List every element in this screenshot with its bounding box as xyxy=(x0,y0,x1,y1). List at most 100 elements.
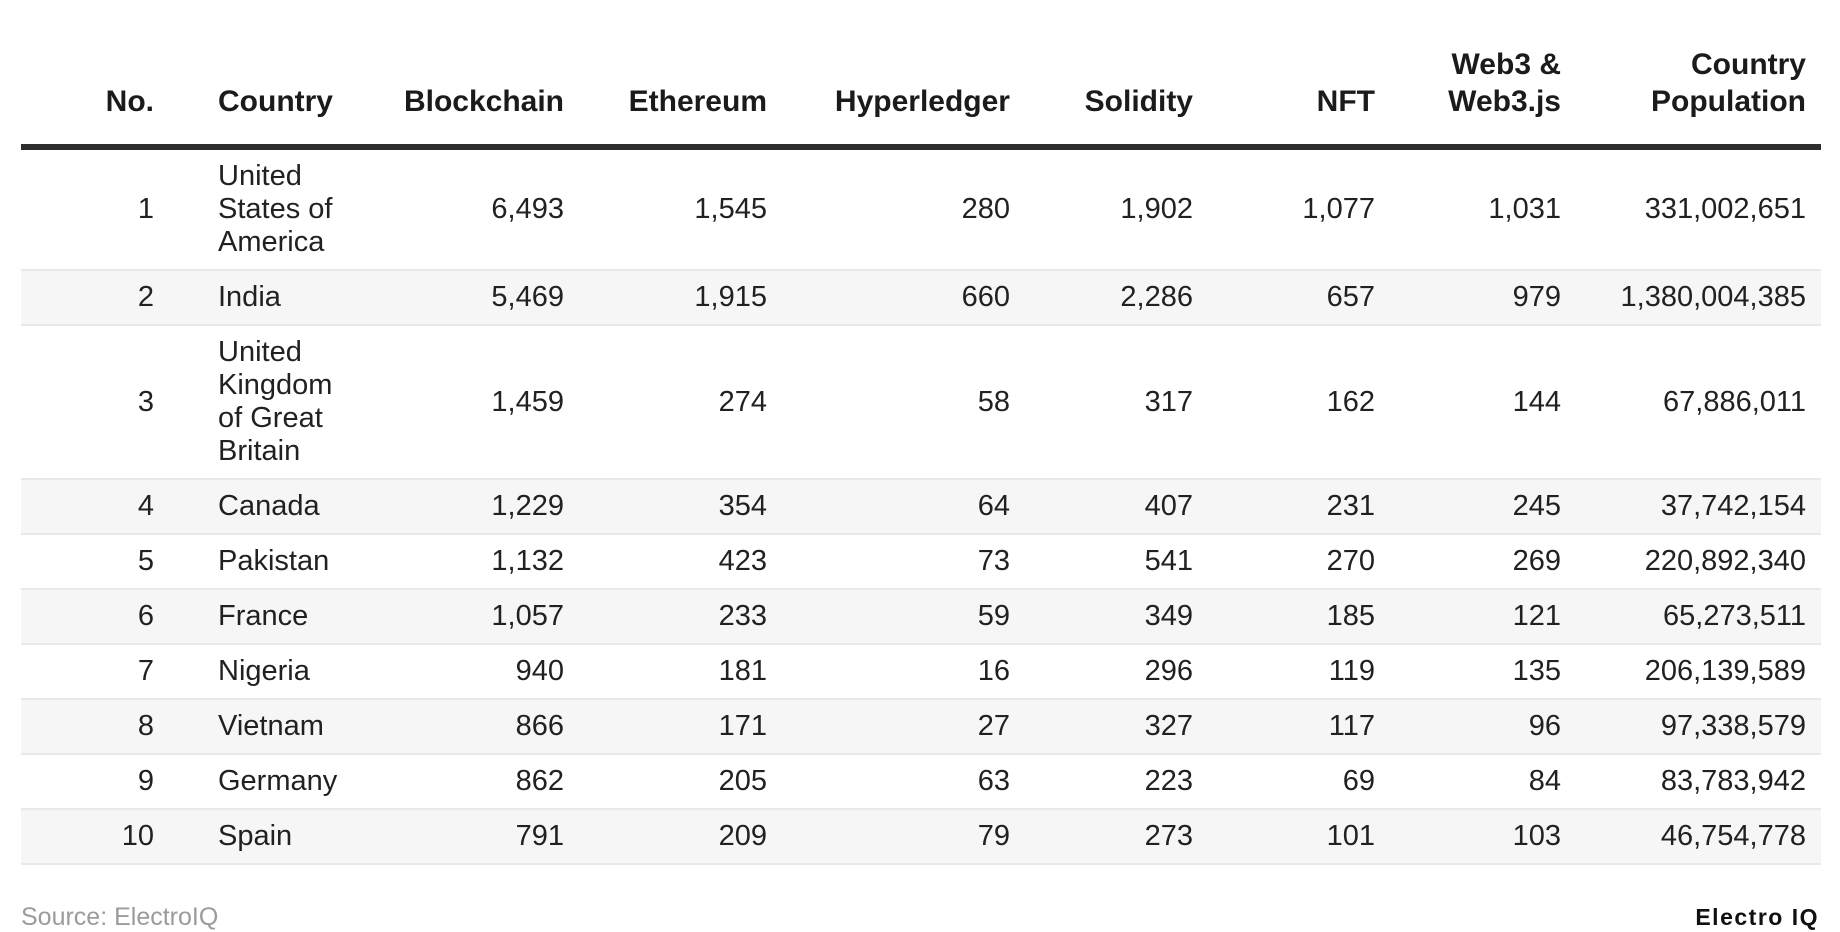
country-name: India xyxy=(218,281,281,313)
column-header-population: Country Population xyxy=(1561,2,1821,150)
cell-hyperledger: 58 xyxy=(767,325,1010,480)
cell-web3: 269 xyxy=(1375,534,1561,590)
cell-blockchain: 1,132 xyxy=(353,534,564,590)
cell-country: Canada xyxy=(154,479,353,535)
cell-web3: 245 xyxy=(1375,479,1561,535)
cell-no: 4 xyxy=(21,479,154,535)
column-header-no: No. xyxy=(21,2,154,150)
cell-web3: 103 xyxy=(1375,809,1561,865)
cell-solidity: 273 xyxy=(1010,809,1193,865)
table-row: 9 Germany 862 205 63 223 69 84 83,783,942 xyxy=(21,754,1821,810)
table-row: 2 India 5,469 1,915 660 2,286 657 979 1,380,004,… xyxy=(21,270,1821,326)
cell-web3: 121 xyxy=(1375,589,1561,645)
table-row: 3 United Kingdom of Great Britain 1,459 274… xyxy=(21,325,1821,480)
cell-population: 220,892,340 xyxy=(1561,534,1821,590)
cell-no: 7 xyxy=(21,644,154,700)
cell-blockchain: 1,057 xyxy=(353,589,564,645)
country-name: Spain xyxy=(218,820,293,852)
country-name: United States of America xyxy=(218,160,333,258)
cell-blockchain: 791 xyxy=(353,809,564,865)
table-row: 5 Pakistan 1,132 423 73 541 270 269 220,892,340 xyxy=(21,534,1821,590)
cell-no: 10 xyxy=(21,809,154,865)
cell-country: Spain xyxy=(154,809,353,865)
cell-blockchain: 940 xyxy=(353,644,564,700)
cell-ethereum: 209 xyxy=(564,809,767,865)
country-name: Germany xyxy=(218,765,338,797)
brand-logo: Electro IQ xyxy=(1695,904,1819,930)
source-note: Source: ElectroIQ xyxy=(21,903,219,931)
cell-country: Nigeria xyxy=(154,644,353,700)
cell-web3: 96 xyxy=(1375,699,1561,755)
cell-no: 6 xyxy=(21,589,154,645)
table-row: 8 Vietnam 866 171 27 327 117 96 97,338,579 xyxy=(21,699,1821,755)
country-name: Vietnam xyxy=(218,710,324,742)
cell-solidity: 327 xyxy=(1010,699,1193,755)
cell-nft: 117 xyxy=(1193,699,1375,755)
cell-ethereum: 205 xyxy=(564,754,767,810)
cell-hyperledger: 64 xyxy=(767,479,1010,535)
cell-ethereum: 354 xyxy=(564,479,767,535)
table-row: 1 United States of America 6,493 1,545 280 1,… xyxy=(21,147,1821,271)
country-name: France xyxy=(218,600,309,632)
cell-population: 206,139,589 xyxy=(1561,644,1821,700)
cell-solidity: 407 xyxy=(1010,479,1193,535)
cell-no: 3 xyxy=(21,325,154,480)
country-name: United Kingdom of Great Britain xyxy=(218,336,333,467)
cell-nft: 119 xyxy=(1193,644,1375,700)
header-row: No. Country Blockchain Ethereum Hyperledger S… xyxy=(21,2,1821,150)
cell-nft: 657 xyxy=(1193,270,1375,326)
cell-nft: 1,077 xyxy=(1193,147,1375,271)
cell-blockchain: 862 xyxy=(353,754,564,810)
cell-ethereum: 423 xyxy=(564,534,767,590)
cell-web3: 84 xyxy=(1375,754,1561,810)
cell-no: 9 xyxy=(21,754,154,810)
cell-blockchain: 5,469 xyxy=(353,270,564,326)
cell-country: Pakistan xyxy=(154,534,353,590)
cell-web3: 979 xyxy=(1375,270,1561,326)
cell-nft: 185 xyxy=(1193,589,1375,645)
cell-population: 331,002,651 xyxy=(1561,147,1821,271)
cell-blockchain: 1,459 xyxy=(353,325,564,480)
cell-population: 37,742,154 xyxy=(1561,479,1821,535)
cell-blockchain: 6,493 xyxy=(353,147,564,271)
cell-ethereum: 171 xyxy=(564,699,767,755)
cell-nft: 69 xyxy=(1193,754,1375,810)
column-header-hyperledger: Hyperledger xyxy=(767,2,1010,150)
table-body: 1 United States of America 6,493 1,545 280 1,… xyxy=(21,147,1821,865)
cell-hyperledger: 280 xyxy=(767,147,1010,271)
cell-ethereum: 1,915 xyxy=(564,270,767,326)
cell-blockchain: 866 xyxy=(353,699,564,755)
cell-solidity: 223 xyxy=(1010,754,1193,810)
cell-ethereum: 233 xyxy=(564,589,767,645)
cell-web3: 135 xyxy=(1375,644,1561,700)
cell-solidity: 296 xyxy=(1010,644,1193,700)
column-header-nft: NFT xyxy=(1193,2,1375,150)
column-header-web3: Web3 & Web3.js xyxy=(1375,2,1561,150)
cell-hyperledger: 16 xyxy=(767,644,1010,700)
cell-no: 2 xyxy=(21,270,154,326)
cell-no: 1 xyxy=(21,147,154,271)
cell-population: 67,886,011 xyxy=(1561,325,1821,480)
table-row: 6 France 1,057 233 59 349 185 121 65,273,511 xyxy=(21,589,1821,645)
cell-population: 46,754,778 xyxy=(1561,809,1821,865)
country-stats-table: No. Country Blockchain Ethereum Hyperledger S… xyxy=(21,2,1821,865)
cell-ethereum: 181 xyxy=(564,644,767,700)
cell-country: United Kingdom of Great Britain xyxy=(154,325,353,480)
cell-ethereum: 274 xyxy=(564,325,767,480)
cell-nft: 270 xyxy=(1193,534,1375,590)
footer: Source: ElectroIQ Electro IQ xyxy=(21,903,1819,932)
cell-solidity: 1,902 xyxy=(1010,147,1193,271)
cell-solidity: 349 xyxy=(1010,589,1193,645)
cell-ethereum: 1,545 xyxy=(564,147,767,271)
column-header-blockchain: Blockchain xyxy=(353,2,564,150)
country-name: Canada xyxy=(218,490,320,522)
cell-web3: 1,031 xyxy=(1375,147,1561,271)
cell-blockchain: 1,229 xyxy=(353,479,564,535)
table-row: 7 Nigeria 940 181 16 296 119 135 206,139,589 xyxy=(21,644,1821,700)
column-header-solidity: Solidity xyxy=(1010,2,1193,150)
cell-no: 8 xyxy=(21,699,154,755)
table-row: 10 Spain 791 209 79 273 101 103 46,754,778 xyxy=(21,809,1821,865)
cell-country: France xyxy=(154,589,353,645)
cell-population: 83,783,942 xyxy=(1561,754,1821,810)
cell-hyperledger: 79 xyxy=(767,809,1010,865)
